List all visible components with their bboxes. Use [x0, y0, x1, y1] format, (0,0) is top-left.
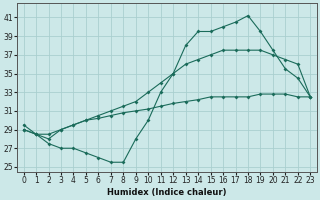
X-axis label: Humidex (Indice chaleur): Humidex (Indice chaleur)	[107, 188, 227, 197]
